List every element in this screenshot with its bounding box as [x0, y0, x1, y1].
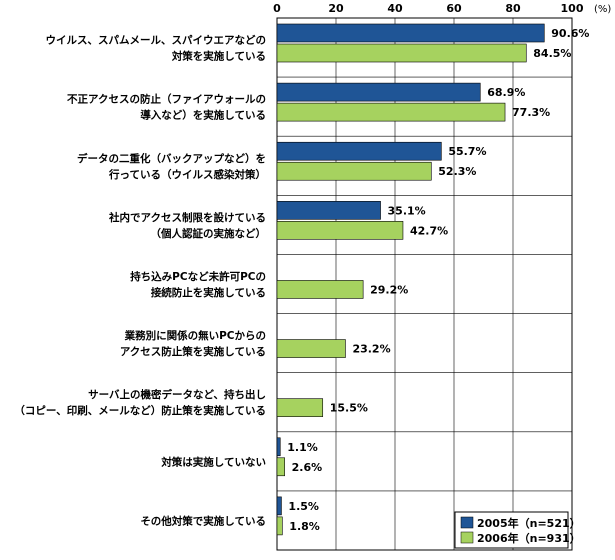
category-label: 不正アクセスの防止（ファイアウォールの: [67, 93, 266, 106]
data-label: 1.5%: [288, 500, 319, 513]
data-label: 90.6%: [551, 27, 589, 40]
legend-swatch-2006: [460, 531, 474, 544]
category-label: 導入など）を実施している: [140, 109, 266, 122]
category-label: 接続防止を実施している: [151, 286, 266, 299]
bar-2006: [276, 280, 364, 299]
legend: 2005年（n=521） 2006年（n=931）: [454, 511, 581, 549]
data-label: 84.5%: [533, 47, 571, 60]
unit-label: (%): [594, 4, 611, 15]
category-label: 行っている（ウイルス感染対策）: [108, 168, 266, 181]
x-tick-label: 100: [561, 2, 584, 15]
data-label: 1.8%: [289, 520, 320, 533]
bar-2006: [276, 43, 527, 63]
legend-label-2006: 2006年（n=931）: [477, 531, 581, 545]
data-label: 2.6%: [292, 461, 323, 474]
bar-2006: [276, 102, 506, 122]
bar-2005: [276, 437, 281, 457]
x-tick-label: 60: [446, 2, 462, 15]
category-label: 対策を実施している: [171, 50, 266, 63]
data-label: 1.1%: [287, 441, 318, 454]
grid-layer: [276, 17, 573, 551]
category-label: アクセス防止策を実施している: [120, 345, 266, 358]
data-label: 23.2%: [352, 343, 390, 356]
category-label: 持ち込みPCなど未許可PCの: [130, 270, 266, 283]
x-tick-label: 40: [387, 2, 403, 15]
category-label: データの二重化（バックアップなど）を: [77, 152, 266, 165]
category-label: 対策は実施していない: [160, 455, 266, 468]
category-label: サーバ上の機密データなど、持ち出し: [88, 388, 266, 401]
bar-2006: [276, 398, 324, 417]
x-tick-label: 80: [505, 2, 521, 15]
data-label: 55.7%: [448, 145, 486, 158]
category-label: その他対策で実施している: [140, 514, 266, 527]
category-label: （個人認証の実施など）: [151, 227, 267, 240]
value-labels: 90.6% 68.9% 55.7% 35.1% 1.1% 1.5% 84.5% 77.3% 52…: [287, 27, 589, 533]
data-label: 35.1%: [388, 204, 426, 217]
bars: [276, 23, 545, 536]
data-label: 29.2%: [370, 283, 408, 296]
bar-2005: [276, 496, 282, 516]
category-label: 社内でアクセス制限を設けている: [108, 211, 266, 224]
data-label: 77.3%: [512, 106, 550, 119]
bar-2006: [276, 221, 404, 240]
bar-2006: [276, 457, 285, 477]
bar-2005: [276, 141, 442, 161]
legend-label-2005: 2005年（n=521）: [477, 516, 581, 530]
category-label: （コピー、印刷、メールなど）防止策を実施している: [14, 404, 266, 417]
category-label: ウイルス、スパムメール、スパイウエアなどの: [46, 34, 267, 47]
category-label: 業務別に関係の無いPCからの: [124, 329, 266, 342]
bar-2005: [276, 23, 545, 43]
data-label: 42.7%: [410, 224, 448, 237]
data-label: 68.9%: [487, 86, 525, 99]
data-label: 52.3%: [438, 165, 476, 178]
legend-swatch-2005: [460, 516, 474, 529]
x-tick-label: 20: [328, 2, 344, 15]
bar-2005: [276, 82, 481, 102]
data-label: 15.5%: [330, 402, 368, 415]
x-tick-label: 0: [273, 2, 281, 15]
bar-2006: [276, 161, 432, 181]
bar-2006: [276, 516, 283, 536]
legend-box: [454, 511, 569, 549]
bar-2006: [276, 339, 346, 358]
x-axis-ticks: 0 20 40 60 80 100: [273, 2, 584, 15]
category-labels: ウイルス、スパムメール、スパイウエアなどの対策を実施している不正アクセスの防止（…: [14, 34, 266, 528]
bar-2005: [276, 201, 381, 220]
